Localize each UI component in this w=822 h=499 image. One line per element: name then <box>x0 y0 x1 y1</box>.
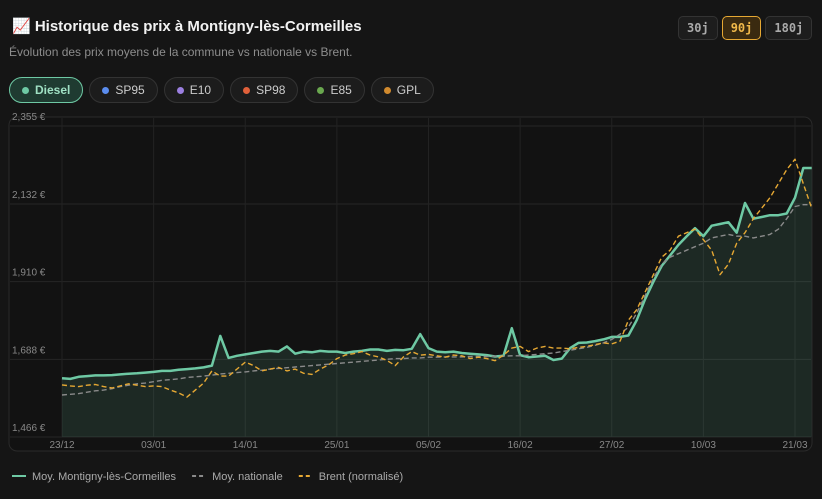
y-tick-label: 1,910 € <box>12 268 46 279</box>
fuel-tab[interactable]: Diesel <box>9 77 84 103</box>
period-buttons: 30j 90j 180j <box>678 16 813 40</box>
fuel-dot <box>176 86 184 94</box>
fuel-tab[interactable]: GPL <box>370 77 434 103</box>
x-tick-label: 10/03 <box>691 440 716 451</box>
x-tick-label: 21/03 <box>782 440 807 451</box>
y-tick-label: 1,466 € <box>12 423 46 434</box>
legend-label: Moy. Montigny-lès-Cormeilles <box>32 471 177 483</box>
fuel-label: SP98 <box>256 83 286 97</box>
y-tick-label: 1,688 € <box>12 345 46 356</box>
y-tick-label: 2,132 € <box>12 190 46 201</box>
fuel-tab[interactable]: SP98 <box>230 77 299 103</box>
x-tick-label: 23/12 <box>49 440 74 451</box>
fuel-label: E85 <box>330 83 352 97</box>
fuel-dot <box>102 86 110 94</box>
period-button[interactable]: 90j <box>721 16 762 40</box>
period-button[interactable]: 30j <box>678 16 718 40</box>
legend-label: Moy. nationale <box>212 471 283 483</box>
series-line <box>61 166 812 381</box>
y-tick-label: 2,355 € <box>12 112 46 123</box>
area <box>62 168 812 437</box>
series-line <box>61 204 812 396</box>
legend-label: Brent (normalisé) <box>319 471 403 483</box>
x-tick-label: 16/02 <box>508 440 533 451</box>
fuel-dot <box>243 86 251 94</box>
x-tick-label: 27/02 <box>599 440 624 451</box>
x-tick-label: 25/01 <box>324 440 349 451</box>
fuel-dot <box>22 86 29 94</box>
x-tick-label: 05/02 <box>416 440 441 451</box>
fuel-label: SP95 <box>115 83 145 97</box>
fuel-label: Diesel <box>35 83 71 97</box>
fuel-dot <box>317 86 325 94</box>
fuel-label: GPL <box>396 83 421 97</box>
fuel-tab[interactable]: SP95 <box>89 77 158 103</box>
x-tick-label: 14/01 <box>233 440 258 451</box>
title: 📈 Historique des prix à Montigny-lès-Cor… <box>12 18 362 35</box>
period-button[interactable]: 180j <box>765 16 813 40</box>
subtitle: Évolution des prix moyens de la commune … <box>9 45 353 59</box>
series-line <box>61 158 813 398</box>
x-tick-label: 03/01 <box>141 440 166 451</box>
fuel-label: E10 <box>189 83 212 97</box>
fuel-tab[interactable]: E85 <box>304 77 365 103</box>
fuel-tabs: Diesel SP95 E10 SP98 E85 GPL <box>9 77 434 103</box>
fuel-dot <box>383 86 391 94</box>
fuel-tab[interactable]: E10 <box>163 77 225 103</box>
